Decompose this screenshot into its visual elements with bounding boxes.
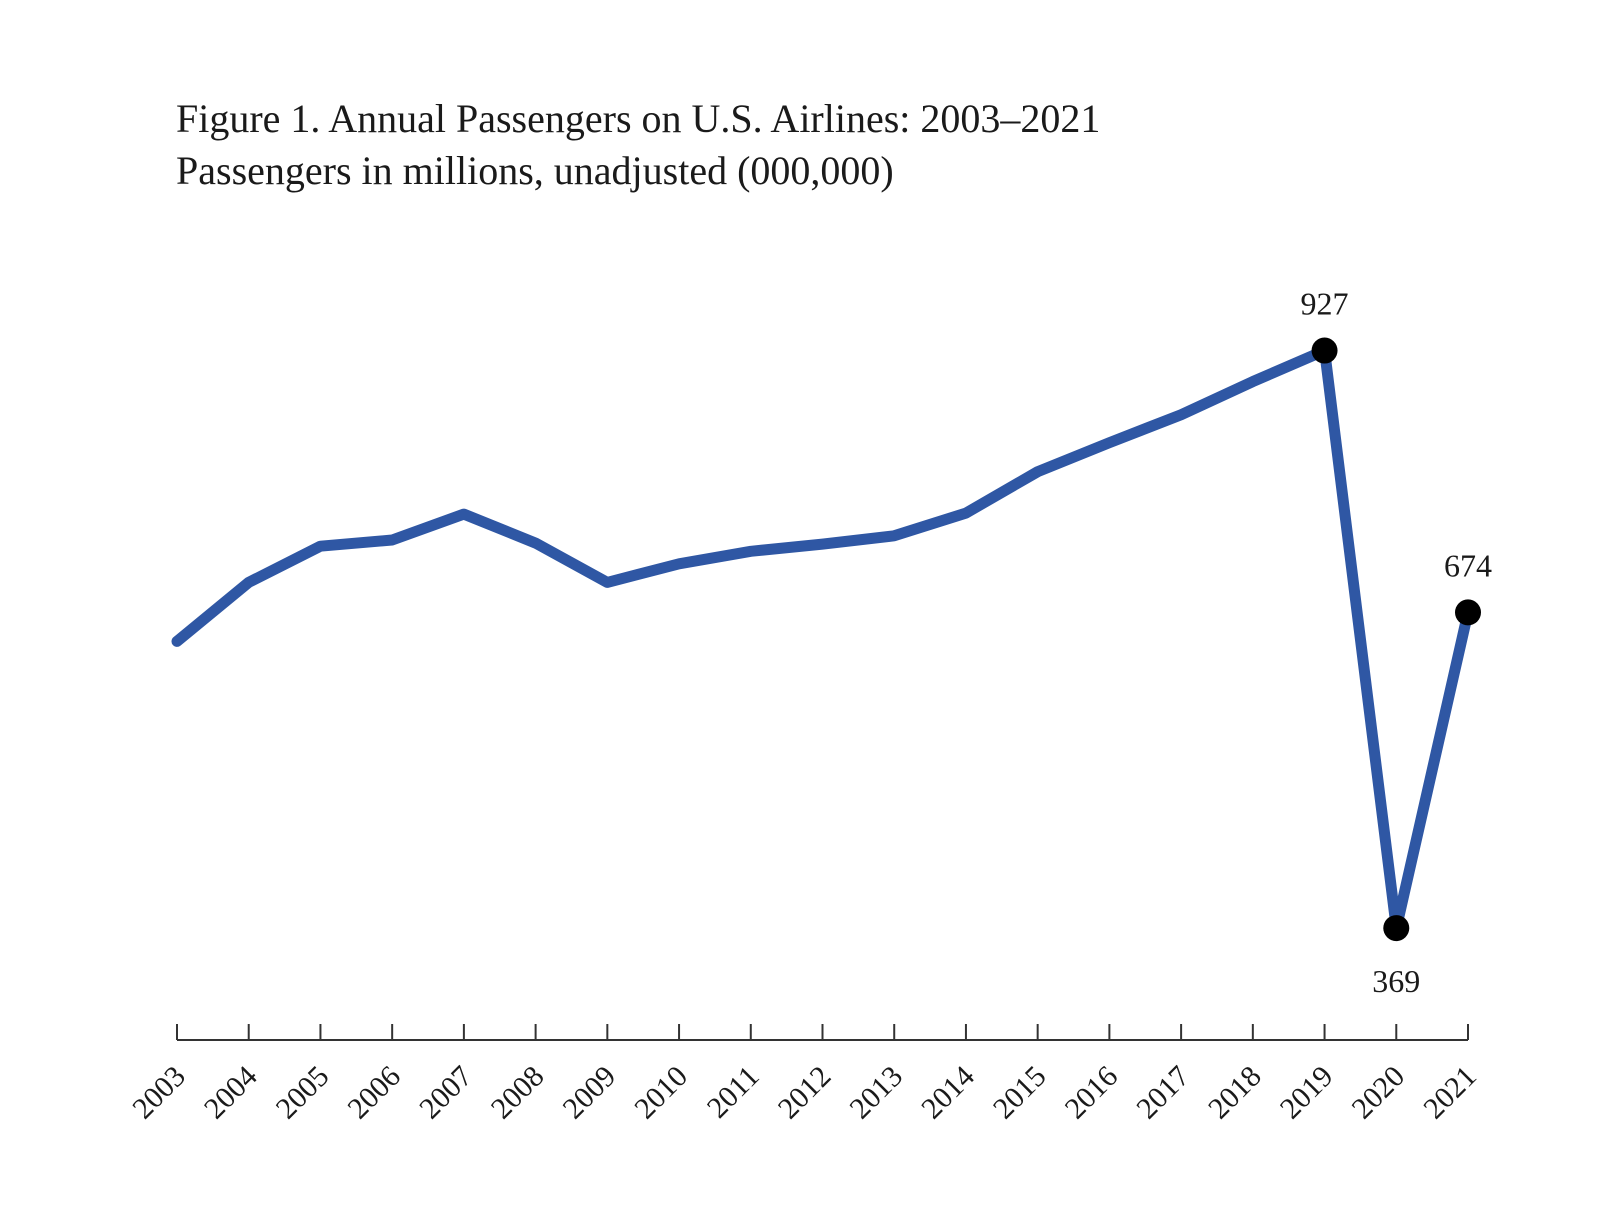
x-tick-label: 2015 [987,1060,1053,1126]
chart-subtitle: Passengers in millions, unadjusted (000,… [176,148,894,193]
x-tick-label: 2008 [485,1060,551,1126]
x-tick-label: 2003 [126,1060,192,1126]
x-tick-label: 2009 [557,1060,623,1126]
x-tick-label: 2010 [628,1060,694,1126]
x-tick-label: 2006 [341,1060,407,1126]
data-label: 369 [1372,963,1420,999]
data-point-marker [1383,915,1410,942]
x-tick-label: 2011 [701,1060,766,1125]
data-point-marker [1311,337,1338,364]
data-point-marker [1455,599,1481,626]
x-tick-label: 2016 [1059,1060,1125,1126]
series-line [171,345,1474,934]
x-tick-label: 2017 [1130,1060,1196,1126]
x-tick-label: 2005 [270,1060,336,1126]
x-tick-label: 2007 [413,1060,479,1126]
x-tick-label: 2014 [915,1060,981,1126]
x-tick-label: 2019 [1274,1060,1340,1126]
chart-title: Figure 1. Annual Passengers on U.S. Airl… [176,96,1101,141]
data-label: 674 [1444,547,1492,583]
x-tick-label: 2018 [1202,1060,1268,1126]
x-tick-label: 2012 [772,1060,838,1126]
data-label: 927 [1301,286,1349,322]
x-tick-label: 2013 [843,1060,909,1126]
x-tick-label: 2020 [1345,1060,1411,1126]
x-tick-label: 2004 [198,1060,264,1126]
x-tick-label: 2021 [1417,1060,1483,1126]
